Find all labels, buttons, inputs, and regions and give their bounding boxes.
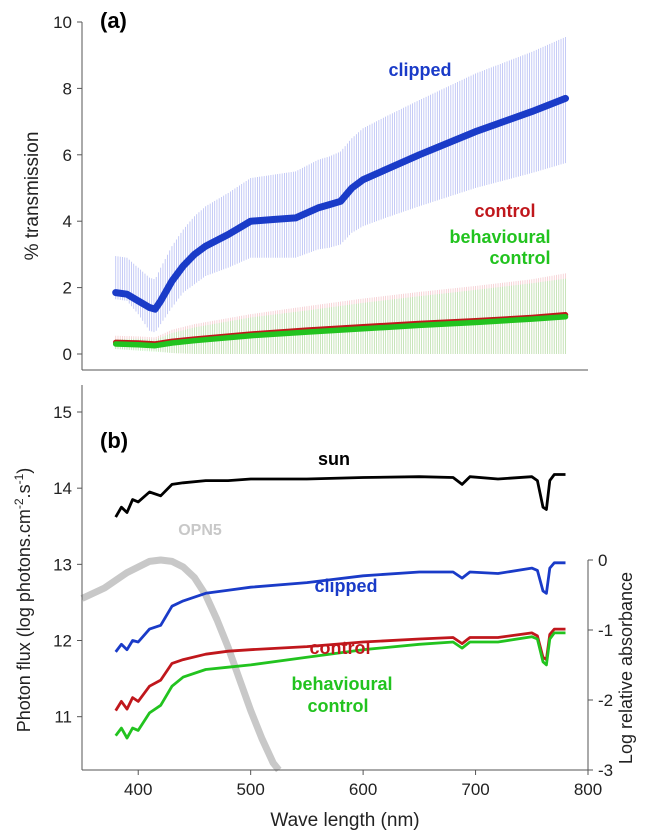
- b-y2-tick-label: -1: [598, 621, 613, 640]
- b-y-ticks: 11 12 13 14 15: [53, 403, 82, 727]
- a-panel-label: (a): [100, 8, 127, 33]
- b-y2-ticks: -3 -2 -1 0: [588, 551, 613, 780]
- b-label-opn5: OPN5: [178, 522, 222, 539]
- a-y-tick-label: 2: [63, 279, 72, 298]
- b-y2-tick-label: -2: [598, 691, 613, 710]
- panel-a: 0 2 4 6 8 10 (a) % transmission clipped contr…: [22, 8, 588, 371]
- panel-b: 11 12 13 14 15 -3 -2 -1 0 400 500 600 700 800 (b) W…: [12, 385, 636, 831]
- a-y-ticks: 0 2 4 6 8 10: [53, 13, 82, 364]
- a-y-axis-label: % transmission: [22, 132, 43, 261]
- b-y-label-sup1: -2: [12, 498, 26, 509]
- b-x-tick-label: 500: [236, 780, 264, 799]
- b-y-tick-label: 14: [53, 479, 72, 498]
- b-label-behavioural-2: control: [308, 696, 369, 716]
- a-label-behavioural-2: control: [490, 248, 551, 268]
- b-y-label-sup2: -1: [12, 473, 26, 484]
- b-label-sun: sun: [318, 449, 350, 469]
- b-panel-label: (b): [100, 428, 128, 453]
- b-x-axis-label: Wave length (nm): [270, 810, 419, 831]
- b-series-line: [114, 473, 566, 518]
- a-y-tick-label: 4: [63, 212, 72, 231]
- b-y-label-mid: .s: [14, 484, 34, 498]
- b-x-ticks: 400 500 600 700 800: [124, 770, 602, 799]
- b-label-behavioural-1: behavioural: [291, 674, 392, 694]
- a-y-tick-label: 8: [63, 79, 72, 98]
- b-x-tick-label: 700: [461, 780, 489, 799]
- b-x-tick-label: 800: [574, 780, 602, 799]
- b-y-label-part1: Photon flux (log photons.cm: [14, 509, 34, 732]
- b-y2-tick-label: 0: [598, 551, 607, 570]
- b-y-tick-label: 15: [53, 403, 72, 422]
- b-y-tick-label: 12: [53, 632, 72, 651]
- b-series-line-opn5: [80, 556, 282, 773]
- b-y-tick-label: 13: [53, 555, 72, 574]
- a-label-behavioural-1: behavioural: [449, 227, 550, 247]
- b-label-clipped: clipped: [314, 576, 377, 596]
- a-y-tick-label: 10: [53, 13, 72, 32]
- b-y2-axis-label: Log relative absorbance: [616, 572, 636, 764]
- a-series-lines: [112, 94, 569, 349]
- b-x-tick-label: 400: [124, 780, 152, 799]
- b-series-line: [114, 631, 566, 740]
- b-label-control: control: [310, 638, 371, 658]
- a-y-tick-label: 0: [63, 345, 72, 364]
- a-label-control: control: [475, 201, 536, 221]
- a-series-line: [112, 314, 569, 349]
- a-y-tick-label: 6: [63, 146, 72, 165]
- b-series-line: [114, 561, 566, 653]
- b-y2-tick-label: -3: [598, 761, 613, 780]
- b-y-axis-label: Photon flux (log photons.cm-2.s-1): [12, 468, 34, 733]
- a-series-line: [112, 94, 569, 313]
- b-x-tick-label: 600: [349, 780, 377, 799]
- a-error-bands: [115, 36, 566, 354]
- b-y-tick-label: 11: [54, 708, 72, 727]
- a-label-clipped: clipped: [388, 60, 451, 80]
- b-series-lines: [80, 473, 566, 773]
- b-y-label-end: ): [14, 468, 34, 474]
